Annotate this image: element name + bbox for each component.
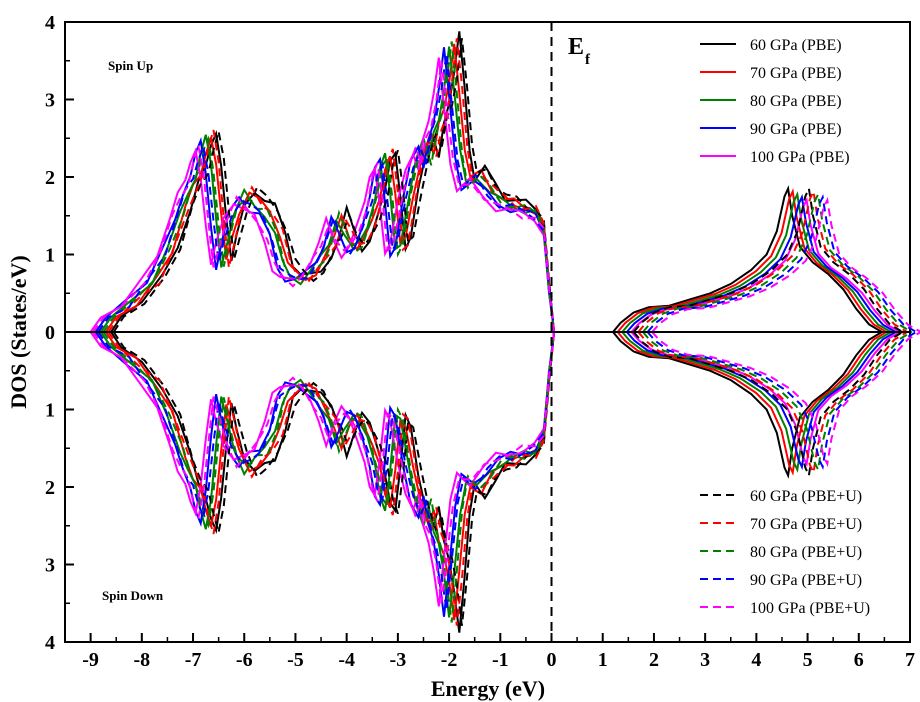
x-tick-label: -2: [441, 649, 458, 671]
series-line-valence: [89, 331, 556, 607]
x-tick-label: -9: [82, 649, 99, 671]
x-axis-title: Energy (eV): [431, 676, 545, 701]
series-line-valence: [107, 38, 556, 333]
series-line-valence: [112, 331, 556, 626]
series-line-conduction: [637, 331, 908, 476]
series-line-valence: [112, 38, 556, 333]
legend-label: 80 GPa (PBE): [750, 93, 842, 110]
x-tick-label: 4: [751, 649, 761, 671]
x-tick-label: 1: [598, 649, 608, 671]
x-tick-label: -1: [492, 649, 509, 671]
spin-down-label: Spin Down: [102, 588, 164, 603]
x-tick-label: -4: [338, 649, 355, 671]
legend-label: 80 GPa (PBE+U): [750, 544, 862, 561]
y-tick-label: 3: [45, 90, 55, 112]
series-line-valence: [105, 43, 556, 333]
legend-label: 100 GPa (PBE+U): [750, 600, 870, 617]
y-axis-title: DOS (States/eV): [6, 255, 31, 408]
x-tick-label: -8: [133, 649, 150, 671]
series-line-conduction: [642, 331, 913, 473]
series-line-conduction: [632, 331, 904, 479]
fermi-label-sub: f: [585, 52, 591, 68]
legend-label: 70 GPa (PBE+U): [750, 516, 862, 533]
y-ticks: 0 1 2 3 4 1 2 3 4: [45, 12, 74, 654]
y-tick-label: 0: [45, 322, 55, 344]
x-tick-label: 7: [905, 649, 915, 671]
legend-label: 90 GPa (PBE): [750, 121, 842, 138]
x-tick-label: 0: [547, 649, 557, 671]
x-tick-label: -5: [287, 649, 304, 671]
legend-pbeu: 60 GPa (PBE+U) 70 GPa (PBE+U) 80 GPa (PBE+…: [700, 488, 870, 617]
y-tick-label: 2: [45, 167, 55, 189]
series-line-valence: [105, 331, 556, 621]
series-line-conduction: [642, 191, 913, 333]
x-tick-label: 5: [803, 649, 813, 671]
legend-label: 90 GPa (PBE+U): [750, 572, 862, 589]
series-line-conduction: [651, 196, 920, 333]
x-tick-label: 3: [700, 649, 710, 671]
spin-up-label: Spin Up: [108, 58, 153, 73]
series-line-valence: [94, 331, 556, 617]
y-tick-label: 4: [45, 632, 55, 654]
x-tick-label: -3: [390, 649, 407, 671]
series-group: [89, 31, 920, 633]
legend-label: 60 GPa (PBE+U): [750, 488, 862, 505]
series-line-conduction: [632, 185, 904, 333]
y-tick-label: 3: [45, 555, 55, 577]
series-line-conduction: [646, 193, 917, 333]
legend-label: 100 GPa (PBE): [750, 149, 850, 166]
series-line-valence: [94, 47, 556, 333]
legend-label: 70 GPa (PBE): [750, 65, 842, 82]
y-tick-label: 1: [45, 400, 55, 422]
series-line-valence: [107, 331, 556, 626]
series-line-valence: [92, 331, 556, 604]
x-tick-label: 6: [854, 649, 864, 671]
x-tick-label: -6: [236, 649, 253, 671]
series-line-conduction: [651, 331, 920, 468]
x-tick-label: -7: [185, 649, 202, 671]
x-tick-label: 2: [649, 649, 659, 671]
fermi-label: E: [568, 34, 584, 60]
series-line-valence: [92, 60, 556, 333]
series-line-valence: [102, 41, 556, 333]
series-line-conduction: [637, 188, 908, 333]
y-tick-label: 2: [45, 477, 55, 499]
series-line-valence: [97, 53, 556, 333]
series-line-valence: [102, 331, 556, 623]
series-line-valence: [97, 331, 556, 611]
legend-pbe: 60 GPa (PBE) 70 GPa (PBE) 80 GPa (PBE) 90 G…: [700, 37, 850, 166]
y-tick-label: 1: [45, 245, 55, 267]
series-line-valence: [89, 57, 556, 333]
y-tick-label: 4: [45, 12, 55, 34]
series-line-conduction: [646, 331, 917, 471]
x-ticks: -9 -8 -7 -6 -5 -4 -3 -2 -1 0 1 2 3 4 5 6 7: [82, 633, 915, 671]
legend-label: 60 GPa (PBE): [750, 37, 842, 54]
